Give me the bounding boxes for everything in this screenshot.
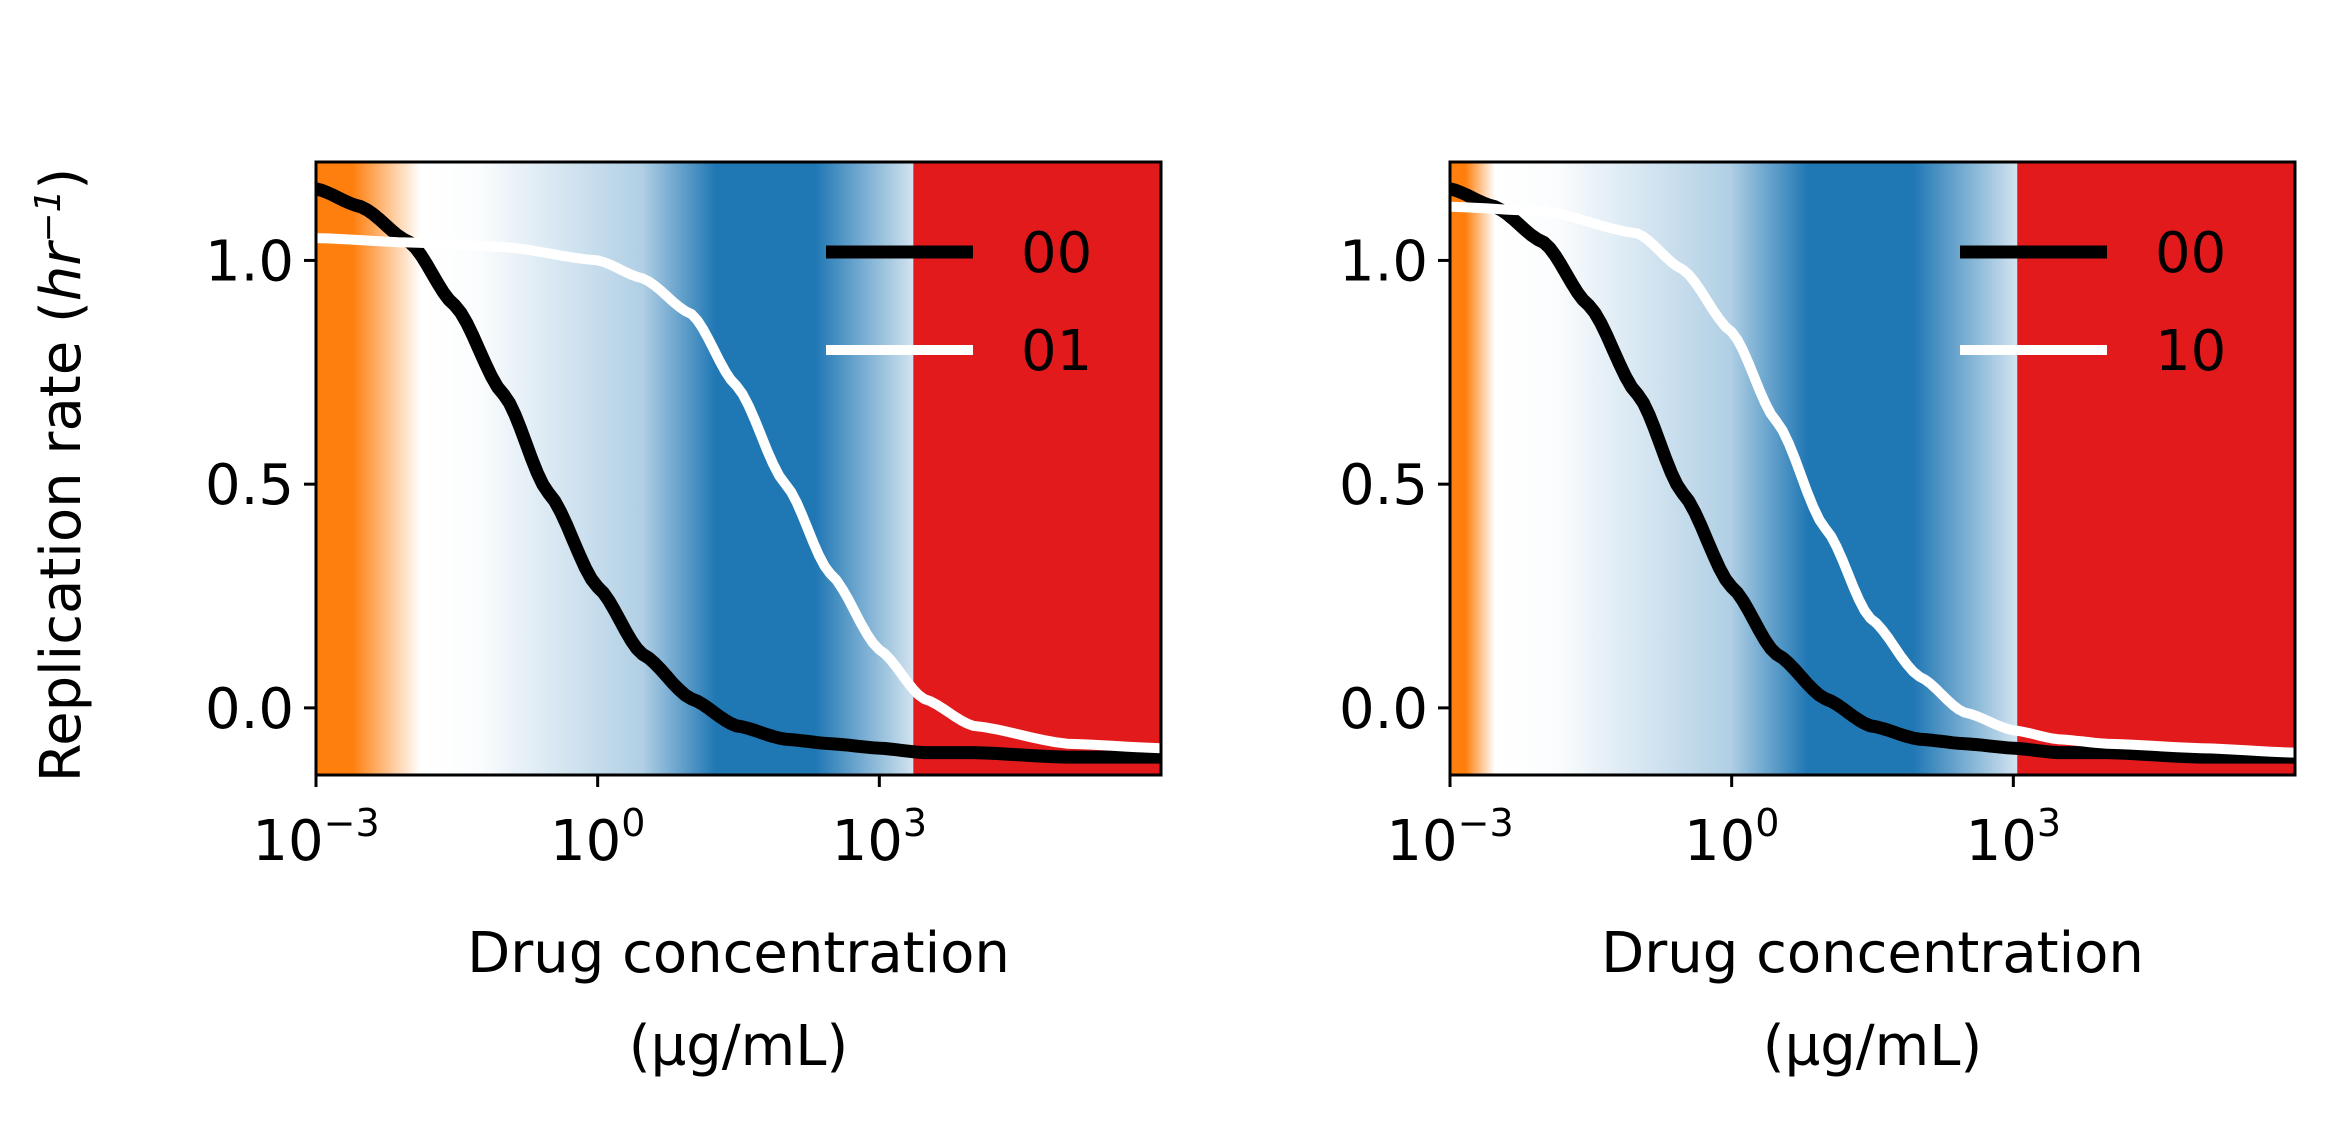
x-tick-label: 100 <box>1684 801 1779 874</box>
x-tick-label: 103 <box>832 801 927 874</box>
x-axis-label-line2: (µg/mL) <box>629 1014 849 1079</box>
x-axis-label-line1: Drug concentration <box>1601 921 2144 986</box>
legend-label-00: 00 <box>1021 221 1092 286</box>
x-tick-exp: 0 <box>621 801 645 845</box>
x-tick-base: 10 <box>1966 809 2037 874</box>
x-tick-base: 10 <box>550 809 621 874</box>
x-tick-label: 10−3 <box>1386 801 1513 874</box>
y-tick-label: 0.0 <box>1339 677 1428 742</box>
series-line-10 <box>1450 201 2295 758</box>
x-tick-label: 103 <box>1966 801 2061 874</box>
x-tick-exp: −3 <box>1458 801 1514 845</box>
series-line-00 <box>1450 182 2295 764</box>
y-tick-label: 1.0 <box>205 229 294 294</box>
background-band-orange <box>316 162 421 775</box>
x-axis-label-line2: (µg/mL) <box>1763 1014 1983 1079</box>
axes-frame <box>314 160 1163 777</box>
background-band-orange <box>1450 162 1495 775</box>
y-tick-label: 1.0 <box>1339 229 1428 294</box>
y-axis-label-unit: hr <box>29 240 94 301</box>
x-tick-exp: 0 <box>1755 801 1779 845</box>
x-tick-label: 100 <box>550 801 645 874</box>
x-tick-exp: −3 <box>324 801 380 845</box>
y-axis-label-exp: −1 <box>28 190 69 243</box>
background-band-red <box>2017 162 2295 775</box>
x-tick-base: 10 <box>252 809 323 874</box>
x-tick-base: 10 <box>1684 809 1755 874</box>
y-tick-label: 0.5 <box>205 453 294 518</box>
legend-label-00: 00 <box>2155 221 2226 286</box>
series-line-01 <box>316 233 1161 754</box>
legend-label-01: 01 <box>1021 319 1092 384</box>
series-line-00 <box>316 182 1161 764</box>
x-tick-exp: 3 <box>903 801 927 845</box>
y-axis-label: Replication rate (hr−1) <box>28 168 94 783</box>
background-band-blue <box>1494 162 2018 775</box>
y-tick-label: 0.5 <box>1339 453 1428 518</box>
series-lines <box>1450 182 2295 764</box>
x-tick-base: 10 <box>832 809 903 874</box>
x-tick-base: 10 <box>1386 809 1457 874</box>
series-lines <box>316 182 1161 764</box>
axes-frame <box>1448 160 2297 777</box>
y-axis-label-main: Replication rate ( <box>29 301 94 782</box>
x-tick-exp: 3 <box>2037 801 2061 845</box>
y-tick-label: 0.0 <box>205 677 294 742</box>
legend-label-10: 10 <box>2155 319 2226 384</box>
x-tick-label: 10−3 <box>252 801 379 874</box>
y-axis-label-close: ) <box>29 168 94 190</box>
x-axis-label-line1: Drug concentration <box>467 921 1010 986</box>
background-band-red <box>913 162 1161 775</box>
